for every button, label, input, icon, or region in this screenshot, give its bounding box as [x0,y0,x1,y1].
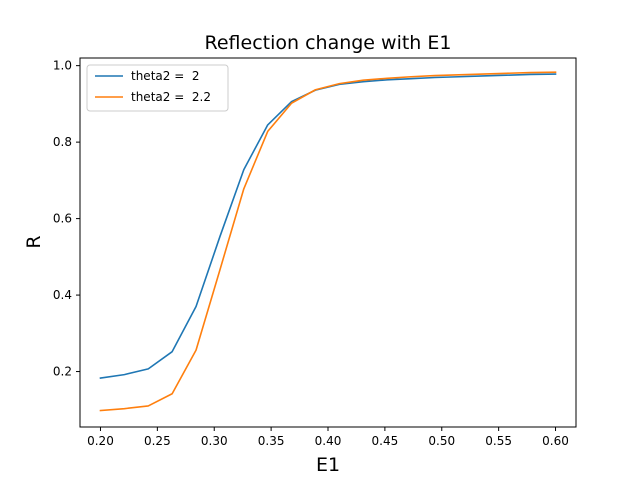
chart-title: Reflection change with E1 [205,32,452,54]
x-tick-label: 0.55 [485,434,512,448]
x-tick-label: 0.20 [87,434,114,448]
plot-frame [79,57,577,428]
y-tick-label: 0.8 [53,135,72,149]
legend: theta2 = 2 theta2 = 2.2 [86,64,229,112]
legend-label: theta2 = 2.2 [131,90,211,104]
x-tick-label: 0.45 [372,434,399,448]
series-line-1 [99,73,557,379]
x-tick-label: 0.40 [315,434,342,448]
x-tick-label: 0.35 [258,434,285,448]
x-axis: 0.20 0.25 0.30 0.35 0.40 0.45 0.50 0.55 0.60 [87,427,569,448]
y-tick-label: 1.0 [53,59,72,73]
x-axis-label: E1 [316,454,340,476]
y-tick-label: 0.4 [53,288,72,302]
legend-label: theta2 = 2 [131,69,200,83]
x-tick-label: 0.50 [428,434,455,448]
y-axis-label: R [23,235,45,248]
y-axis: 0.2 0.4 0.6 0.8 1.0 [53,59,80,379]
x-tick-label: 0.30 [201,434,228,448]
y-tick-label: 0.6 [53,212,72,226]
x-tick-label: 0.60 [542,434,569,448]
y-tick-label: 0.2 [53,365,72,379]
series-layer [99,71,557,412]
x-tick-label: 0.25 [144,434,171,448]
series-line-2 [99,71,557,412]
